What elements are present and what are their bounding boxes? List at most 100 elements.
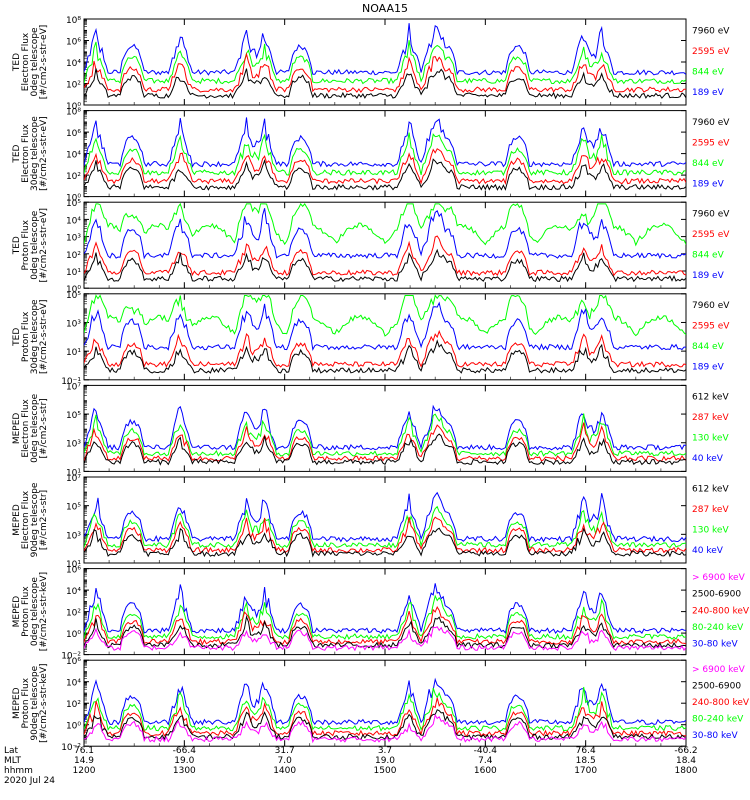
- series-trace-red: [84, 516, 686, 554]
- series-trace-black: [84, 527, 686, 558]
- series-trace-blue: [84, 583, 686, 635]
- y-axis-label-line: Proton Flux: [21, 586, 31, 637]
- y-tick-label: 10⁰: [66, 102, 81, 112]
- series-trace-black: [84, 709, 686, 741]
- y-tick-label: 10²: [66, 251, 81, 261]
- y-tick-label: 10⁰: [66, 630, 81, 640]
- y-axis-label-line: Electron Flux: [21, 490, 31, 549]
- footer-value: 14.9: [74, 756, 94, 766]
- traces: [84, 404, 686, 466]
- legend-entry: 130 keV: [692, 525, 729, 535]
- footer-value: 76.1: [74, 746, 94, 756]
- y-axis-label-line: 0deg telescope: [30, 27, 40, 97]
- y-axis-label-line: 90deg telescope: [30, 665, 40, 740]
- legend-entry: 40 keV: [692, 546, 724, 556]
- panel-7: 10⁻² 10⁰ 10² 10⁴ 10⁶ MEPEDProton Flux0deg tel…: [12, 566, 750, 662]
- legend-entry: 844 eV: [692, 159, 725, 169]
- footer-value: 1800: [675, 766, 698, 776]
- y-tick-label: 10⁰: [66, 285, 81, 295]
- y-axis-label-line: Proton Flux: [21, 311, 31, 362]
- footer-value: 18.4: [676, 756, 696, 766]
- y-tick-label: 10²: [66, 700, 81, 710]
- y-tick-label: 10¹: [66, 268, 81, 278]
- y-axis-label-line: [#/cm2-s-str]: [39, 490, 49, 550]
- legend-entry: 7960 eV: [692, 210, 730, 220]
- legend-entry: 130 keV: [692, 434, 729, 444]
- y-axis-label: TEDElectron Flux30deg telescope[#/cm2-s-…: [12, 116, 49, 191]
- y-axis-label-line: TED: [12, 53, 22, 72]
- y-axis-label-line: [#/cm2-s-str-eV]: [39, 116, 49, 191]
- legend-entry: 287 keV: [692, 413, 729, 423]
- legend-entry: 2595 eV: [692, 47, 730, 57]
- footer-value: 1700: [574, 766, 597, 776]
- legend-entry: 612 keV: [692, 484, 729, 494]
- y-axis-label: TEDProton Flux30deg telescope[#/cm2-s-st…: [12, 299, 49, 374]
- orbit-footer: Lat 76.1 -66.4 31.7 3.7 -40.4 76.4 -66.2 MLT 14.9…: [4, 746, 698, 786]
- y-tick-label: 10⁵: [66, 291, 81, 301]
- footer-value: -66.2: [674, 746, 697, 756]
- series-trace-green: [84, 202, 686, 247]
- series-trace-black: [84, 158, 686, 191]
- series-trace-green: [84, 505, 686, 549]
- y-axis-label-line: TED: [12, 328, 22, 347]
- y-tick-label: 10⁵: [66, 503, 81, 513]
- legend-entry: 2500-6900: [692, 590, 741, 600]
- y-axis-label: TEDProton Flux0deg telescope[#/cm2-s-str…: [12, 208, 49, 283]
- y-tick-label: 10⁸: [66, 108, 81, 118]
- y-axis-label-line: [#/cm2-s-str-eV]: [39, 25, 49, 100]
- legend-entry: 30-80 keV: [692, 639, 738, 649]
- y-axis-label-line: 90deg telescope: [30, 482, 40, 557]
- legend-entry: 80-240 keV: [692, 623, 744, 633]
- y-tick-label: 10²: [66, 81, 81, 91]
- series-trace-red: [84, 148, 686, 185]
- panel-6: 10¹ 10³ 10⁵ 10⁷ MEPEDElectron Flux90deg tele…: [12, 474, 729, 570]
- legend-entry: 189 eV: [692, 88, 725, 98]
- y-axis-label-line: MEPED: [12, 504, 22, 536]
- footer-value: 76.4: [576, 746, 596, 756]
- legend-entry: 240-800 keV: [692, 606, 750, 616]
- footer-value: 1300: [173, 766, 196, 776]
- series-trace-green: [84, 132, 686, 177]
- y-tick-label: 10²: [66, 609, 81, 619]
- series-trace-red: [84, 697, 686, 738]
- footer-row-label: Lat: [4, 746, 19, 756]
- y-axis-label-line: Electron Flux: [21, 32, 31, 91]
- y-axis-label-line: [#/cm2-s-str-keV]: [39, 572, 49, 651]
- y-tick-label: 10⁻²: [61, 743, 81, 753]
- y-tick-label: 10⁴: [66, 59, 81, 69]
- y-axis-label-line: MEPED: [12, 687, 22, 719]
- panel-1: 10⁰ 10² 10⁴ 10⁶ 10⁸ TEDElectron Flux0deg tele…: [12, 16, 730, 112]
- y-tick-label: 10⁶: [66, 566, 81, 576]
- chart-title: NOAA15: [362, 2, 408, 15]
- footer-value: 31.7: [275, 746, 295, 756]
- y-tick-label: 10⁵: [66, 411, 81, 421]
- y-axis-label-line: Electron Flux: [21, 124, 31, 183]
- footer-value: 1200: [73, 766, 96, 776]
- y-tick-label: 10⁴: [66, 151, 81, 161]
- y-tick-label: 10⁴: [66, 679, 81, 689]
- y-tick-label: 10³: [66, 440, 81, 450]
- y-tick-label: 10⁸: [66, 16, 81, 26]
- panel-2: 10⁰ 10² 10⁴ 10⁶ 10⁸ TEDElectron Flux30deg tel…: [12, 108, 730, 204]
- y-axis-label-line: MEPED: [12, 596, 22, 628]
- legend-entry: 7960 eV: [692, 301, 730, 311]
- panel-8: 10⁻² 10⁰ 10² 10⁴ 10⁶ MEPEDProton Flux90deg te…: [12, 657, 750, 753]
- footer-value: 18.5: [576, 756, 596, 766]
- footer-value: 19.0: [174, 756, 194, 766]
- panel-frame: [83, 293, 687, 381]
- panel-4: 10⁻¹ 10¹ 10³ 10⁵ TEDProton Flux30deg telesco…: [12, 291, 730, 387]
- legend-entry: 844 eV: [692, 67, 725, 77]
- footer-date: 2020 Jul 24: [4, 776, 55, 786]
- legend-entry: 7960 eV: [692, 118, 730, 128]
- y-tick-label: 10³: [66, 234, 81, 244]
- series-trace-blue: [84, 23, 686, 76]
- legend-entry: 189 eV: [692, 271, 725, 281]
- y-axis-label-line: TED: [12, 236, 22, 255]
- y-tick-label: 10⁻¹: [61, 377, 81, 387]
- y-axis-label-line: 30deg telescope: [30, 116, 40, 191]
- series-trace-black: [84, 68, 686, 100]
- legend-entry: 240-800 keV: [692, 698, 750, 708]
- series-trace-blue: [84, 404, 686, 451]
- footer-value: 1600: [474, 766, 497, 776]
